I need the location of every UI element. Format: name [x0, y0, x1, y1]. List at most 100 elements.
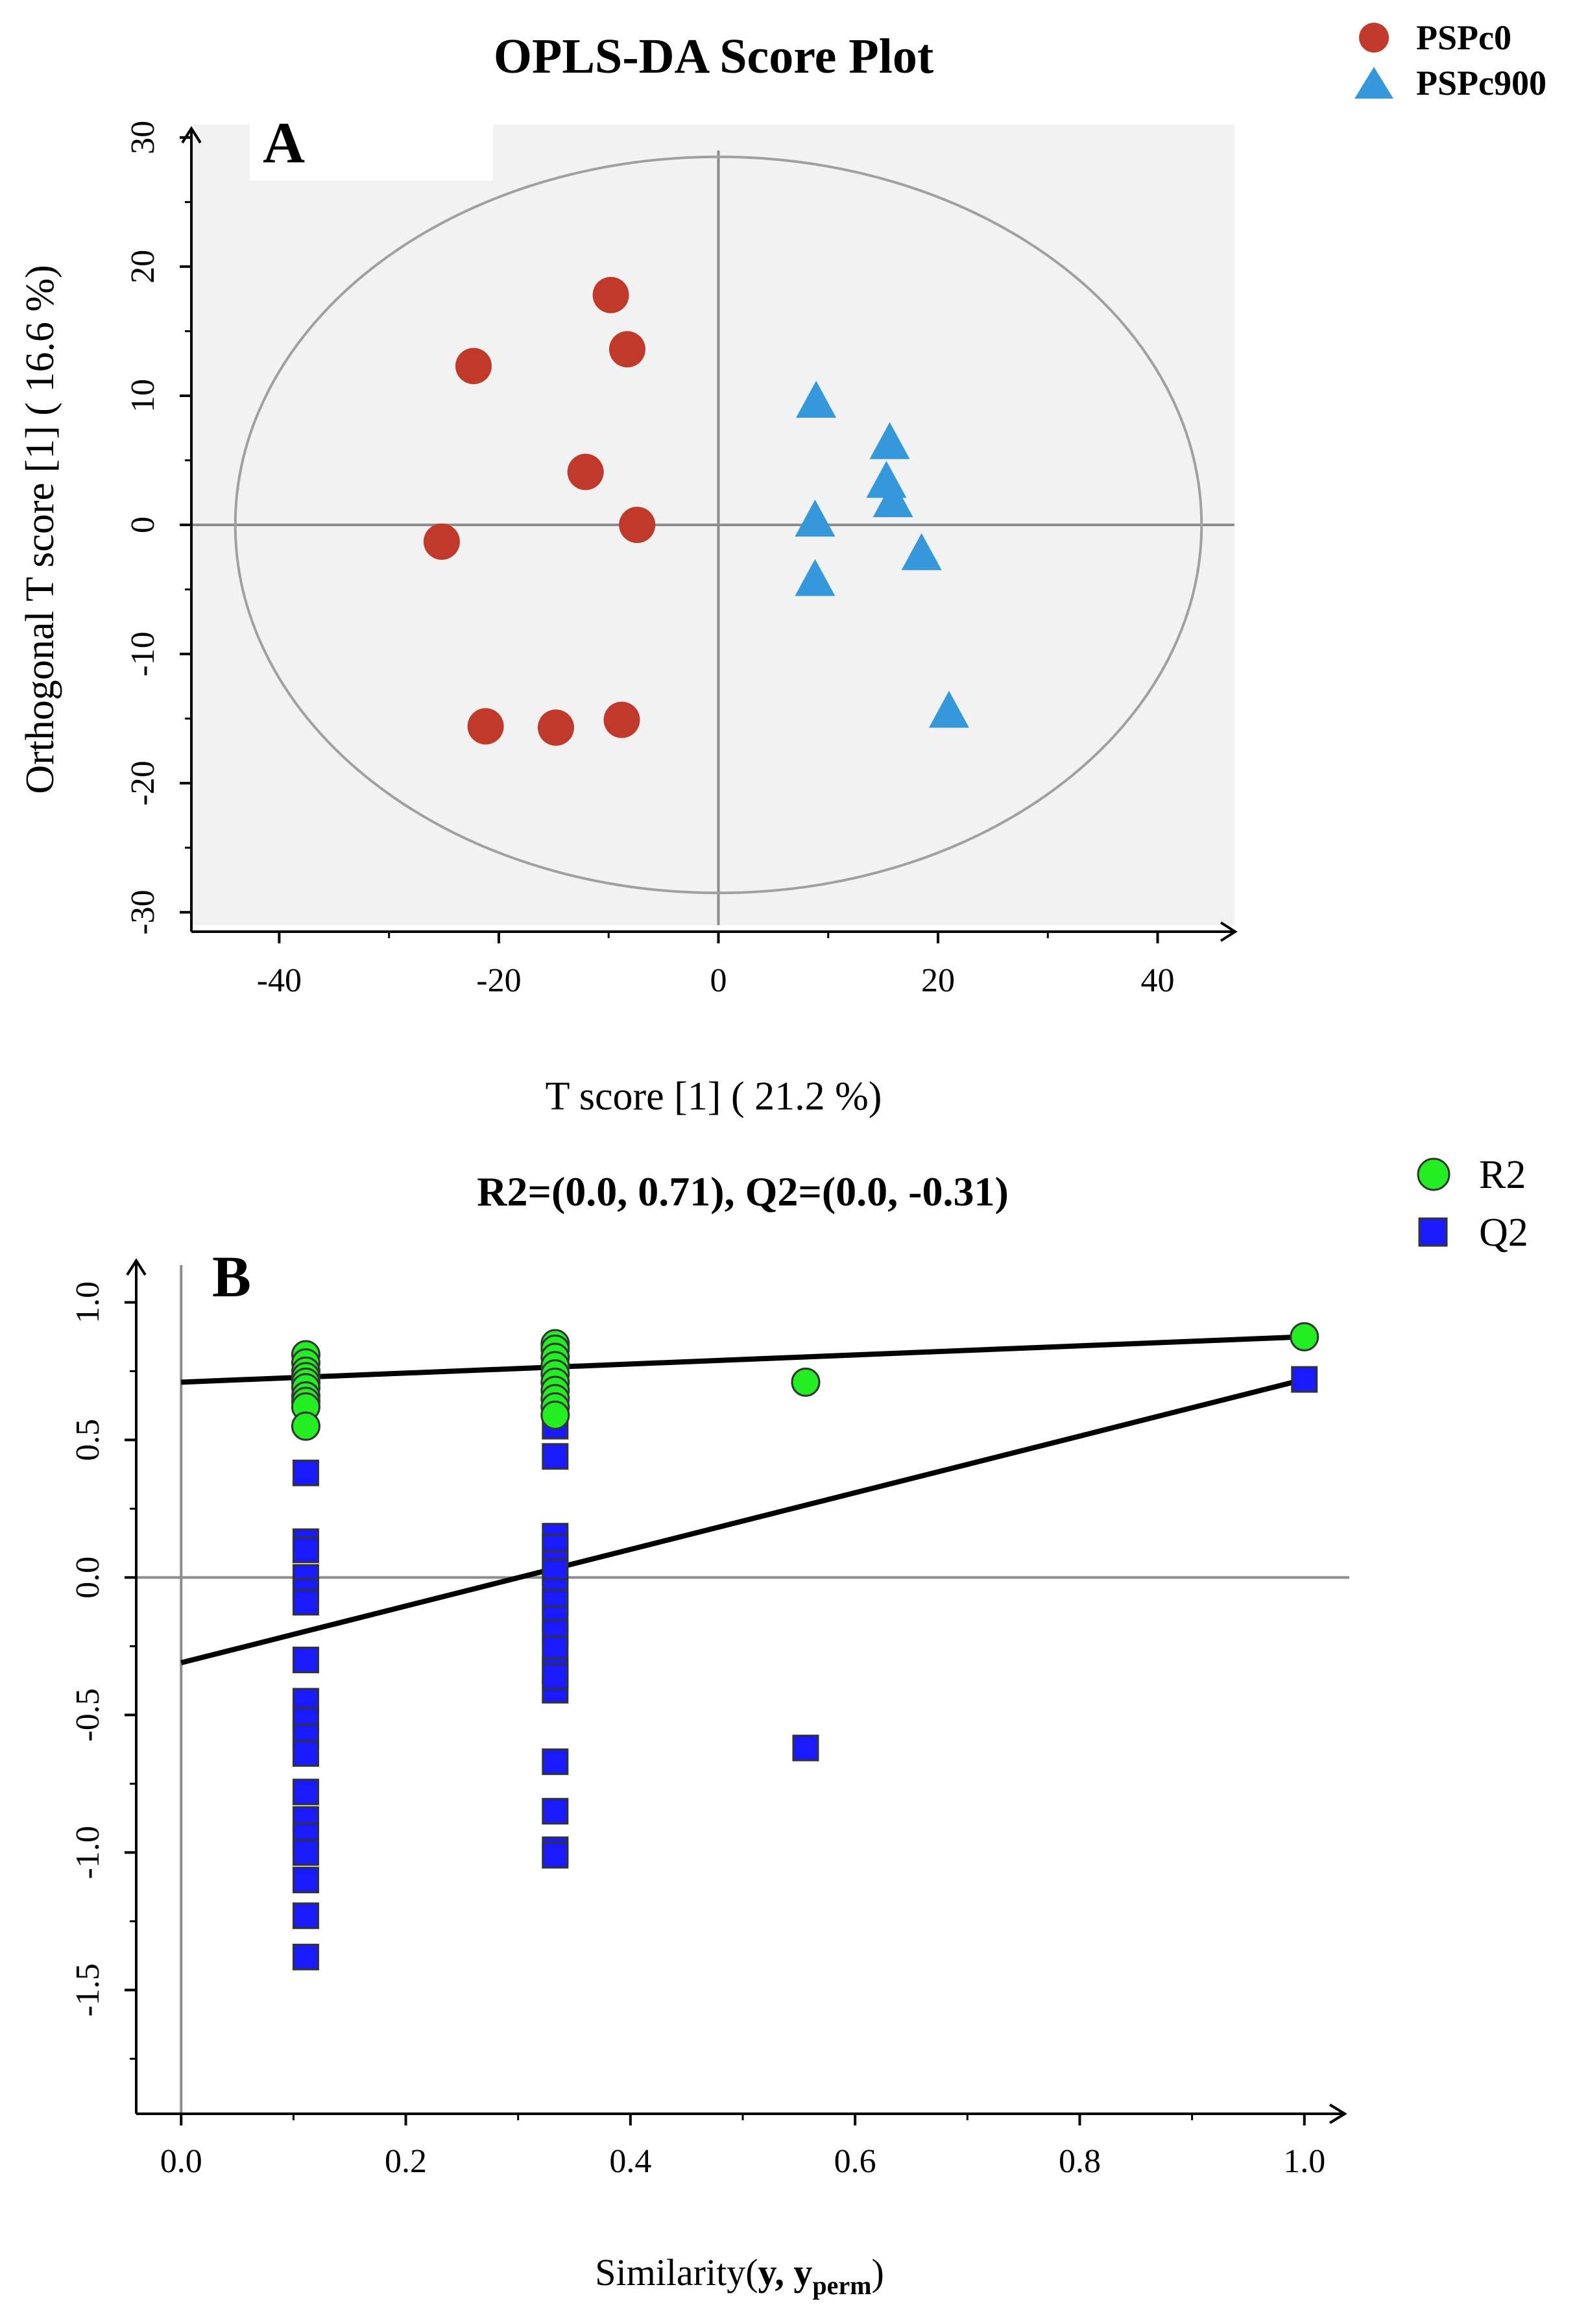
panel-a-points — [423, 276, 969, 746]
panel-b-permutation-plot: B R2=(0.0, 0.71), Q2=(0.0, -0.31) 0.0 0.2… — [69, 1153, 1528, 2300]
panel-b-x-tick-label: 0.2 — [385, 2143, 427, 2180]
x-label-subscript: perm — [812, 2271, 871, 2300]
panel-a-reference-lines — [191, 151, 1234, 925]
panel-b-axes — [126, 1258, 1347, 2124]
panel-a-y-tick-label: 0 — [125, 516, 162, 533]
panel-a-y-axis-label: Orthogonal T score [1] ( 16.6 %) — [18, 265, 62, 794]
data-point-q2 — [292, 1647, 319, 1674]
panel-a-x-tick-label: 0 — [710, 962, 727, 999]
panel-b-label: B — [212, 1245, 251, 1309]
regression-line-r2 — [181, 1334, 1305, 1385]
panel-a-score-plot: A OPLS-DA Score Plot -40 -20 0 20 40 -30 -20 -1… — [18, 18, 1547, 1119]
panel-b-y-tick-label: -1.5 — [69, 1963, 106, 2016]
data-point-q2 — [542, 1663, 569, 1690]
data-point-pspc0 — [455, 348, 492, 385]
panel-b-title: R2=(0.0, 0.71), Q2=(0.0, -0.31) — [477, 1168, 1009, 1215]
panel-a-x-axis-arrow — [1220, 921, 1238, 942]
panel-a-y-tick-label: 20 — [125, 250, 162, 284]
regression-line-q2 — [180, 1377, 1305, 1665]
panel-b-x-tick-label: 1.0 — [1283, 2143, 1325, 2180]
panel-a-x-tick-label: -40 — [257, 962, 302, 999]
data-point-q2 — [292, 1740, 319, 1767]
legend-marker-pspc900 — [1354, 67, 1393, 99]
data-point-pspc0 — [567, 454, 604, 490]
panel-b-ticks: 0.0 0.2 0.4 0.6 0.8 1.0 -1.5 -1.0 -0.5 0.0 0.5 1.0 — [69, 1281, 1325, 2180]
x-label-close: ) — [871, 2251, 884, 2294]
data-point-pspc0 — [537, 709, 574, 746]
data-point-pspc0 — [467, 708, 504, 745]
panel-a-y-tick-label: 10 — [125, 379, 162, 413]
panel-a-x-tick-label: 20 — [921, 962, 955, 999]
panel-b-x-axis-arrow — [1329, 2103, 1347, 2124]
data-point-pspc900 — [796, 380, 837, 418]
data-point-q2 — [542, 1443, 569, 1470]
panel-a-label: A — [263, 111, 305, 175]
panel-b-y-tick-label: -0.5 — [69, 1688, 106, 1741]
data-point-pspc0 — [423, 523, 460, 560]
data-point-r2 — [1290, 1322, 1319, 1351]
legend-marker-r2 — [1417, 1157, 1451, 1191]
data-point-q2 — [292, 1778, 319, 1806]
data-point-r2 — [791, 1367, 821, 1397]
legend-label-q2: Q2 — [1479, 1211, 1528, 1255]
panel-b-x-tick-label: 0.6 — [834, 2143, 876, 2180]
data-point-q2 — [292, 1536, 319, 1564]
data-point-q2 — [542, 1748, 569, 1775]
data-point-pspc0 — [608, 331, 645, 368]
data-point-pspc900 — [873, 480, 913, 518]
data-point-q2 — [292, 1867, 319, 1894]
data-point-pspc900 — [928, 690, 969, 728]
legend-marker-q2 — [1418, 1217, 1448, 1247]
x-label-y: y, y — [758, 2251, 813, 2294]
panel-b-x-tick-label: 0.0 — [160, 2143, 202, 2180]
legend-label-r2: R2 — [1479, 1153, 1526, 1197]
panel-a-y-tick-label: -30 — [125, 890, 162, 934]
panel-b-x-tick-label: 0.8 — [1059, 2143, 1101, 2180]
data-point-q2 — [292, 1459, 319, 1486]
panel-b-x-tick-label: 0.4 — [609, 2143, 651, 2180]
panel-b-y-tick-label: -1.0 — [69, 1826, 106, 1879]
panel-a-title: OPLS-DA Score Plot — [494, 29, 933, 84]
data-point-r2 — [540, 1400, 570, 1430]
panel-a-label-box — [250, 115, 493, 180]
data-point-q2 — [542, 1636, 569, 1663]
panel-a-x-tick-label: -20 — [476, 962, 521, 999]
panel-a-hotelling-ellipse — [234, 155, 1203, 895]
data-point-q2 — [292, 1588, 319, 1616]
data-point-pspc900 — [901, 533, 942, 570]
legend-label-pspc0: PSPc0 — [1416, 18, 1511, 57]
panel-a-x-tick-label: 40 — [1141, 962, 1175, 999]
data-point-q2 — [542, 1842, 569, 1869]
data-point-pspc0 — [619, 507, 656, 543]
data-point-q2 — [292, 1902, 319, 1930]
panel-a-legend: PSPc0 PSPc900 — [1354, 18, 1547, 103]
panel-a-y-tick-label: 30 — [125, 121, 162, 154]
data-point-q2 — [1291, 1366, 1318, 1393]
panel-b-y-axis-arrow — [126, 1258, 147, 1276]
panel-b-points — [291, 1322, 1319, 1970]
panel-a-x-axis-label: T score [1] ( 21.2 %) — [546, 1074, 882, 1119]
panel-b-regression-lines — [180, 1334, 1305, 1665]
data-point-pspc900 — [795, 559, 836, 596]
data-point-pspc900 — [869, 422, 910, 459]
legend-label-pspc900: PSPc900 — [1416, 64, 1547, 103]
panel-b-reference-lines — [136, 1265, 1349, 2114]
data-point-q2 — [292, 1839, 319, 1866]
panel-b-y-tick-label: 0.5 — [69, 1419, 106, 1461]
panel-b-x-axis-label: Similarity(y, yperm) — [595, 2251, 884, 2300]
panel-b-y-tick-label: 0.0 — [69, 1556, 106, 1599]
data-point-pspc0 — [603, 701, 640, 738]
panel-a-y-tick-label: -10 — [125, 631, 162, 676]
panel-a-ticks: -40 -20 0 20 40 -30 -20 -10 0 10 20 30 — [125, 121, 1175, 999]
data-point-pspc900 — [795, 500, 836, 537]
panel-a-y-tick-label: -20 — [125, 760, 162, 805]
panel-b-legend: R2 Q2 — [1417, 1153, 1528, 1255]
data-point-r2 — [291, 1411, 320, 1441]
data-point-q2 — [542, 1798, 569, 1825]
legend-marker-pspc0 — [1359, 23, 1389, 53]
x-label-main: Similarity( — [595, 2251, 758, 2294]
data-point-q2 — [792, 1734, 819, 1761]
panel-b-y-tick-label: 1.0 — [69, 1281, 106, 1324]
data-point-q2 — [292, 1943, 319, 1970]
